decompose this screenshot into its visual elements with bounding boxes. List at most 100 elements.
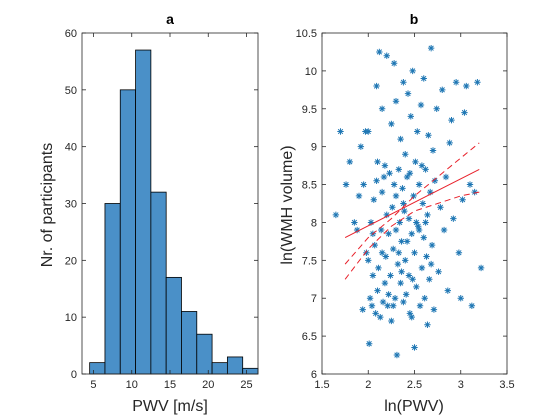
b-y-tick-label: 10	[305, 66, 317, 78]
scatter-panel: b 1.5 2 2.5 3 3.5 6 6.5 7 7.5 8 8.5 9 9.5 10 10.5 ln(P…	[279, 11, 515, 415]
scatter-point	[444, 287, 451, 294]
scatter-point	[370, 196, 377, 203]
a-x-tick-label: 25	[240, 379, 252, 391]
scatter-point	[405, 215, 413, 222]
scatter-point	[457, 295, 464, 302]
scatter-point	[407, 113, 414, 120]
scatter-point	[371, 241, 378, 249]
scatter-point	[452, 79, 460, 86]
scatter-point	[418, 162, 426, 169]
scatter-point	[408, 230, 415, 238]
scatter-point	[450, 215, 457, 222]
regression-line	[344, 168, 480, 239]
scatter-point	[409, 276, 416, 283]
scatter-point	[365, 128, 372, 135]
scatter-point	[422, 166, 429, 173]
a-y-tick-label: 40	[65, 142, 77, 154]
scatter-point	[332, 211, 340, 219]
scatter-point	[466, 181, 474, 188]
a-y-tick-label: 0	[71, 369, 77, 381]
scatter-point	[446, 139, 453, 147]
scatter-y-label: ln(WMH volume)	[279, 145, 296, 264]
scatter-point	[422, 219, 429, 226]
b-x-tick-label: 2	[365, 379, 371, 391]
scatter-point	[381, 279, 389, 287]
scatter-point	[405, 272, 413, 279]
scatter-point	[412, 158, 419, 166]
b-y-tick-label: 7.5	[302, 255, 317, 267]
scatter-point	[346, 158, 353, 166]
scatter-point	[448, 116, 455, 124]
scatter-point	[389, 204, 396, 211]
scatter-point	[395, 249, 402, 256]
scatter-point	[398, 268, 405, 275]
scatter-point	[437, 204, 444, 211]
scatter-point	[402, 291, 410, 298]
scatter-point	[395, 166, 402, 173]
scatter-point	[374, 158, 381, 166]
scatter-point	[385, 230, 392, 238]
b-y-tick-label: 8.5	[302, 180, 317, 192]
histogram-bar	[242, 367, 259, 375]
scatter-point	[365, 340, 373, 347]
scatter-point	[363, 249, 370, 256]
scatter-point	[406, 310, 414, 317]
scatter-point	[390, 245, 397, 253]
scatter-point	[427, 44, 435, 52]
scatter-point	[409, 67, 416, 75]
scatter-point	[369, 272, 377, 279]
histogram-bar	[119, 89, 136, 375]
scatter-point	[435, 268, 442, 275]
scatter-point	[396, 219, 403, 226]
scatter-point	[411, 344, 418, 351]
histogram-panel: a 5 10 15 20 25 0 10 20 30 40 50 60 PWV [m/s] Nr. o…	[39, 11, 259, 415]
scatter-point	[390, 181, 398, 188]
scatter-point	[384, 302, 391, 309]
scatter-point	[474, 79, 481, 86]
scatter-point	[390, 302, 397, 309]
scatter-point	[415, 181, 423, 188]
b-x-tick-label: 3.5	[499, 379, 514, 391]
panel-b-title: b	[410, 11, 419, 27]
scatter-point	[337, 128, 344, 135]
scatter-point	[383, 211, 390, 219]
regression-lines	[344, 142, 480, 280]
a-y-tick-label: 10	[65, 312, 77, 324]
scatter-point	[401, 207, 408, 215]
scatter-point	[477, 264, 485, 272]
b-y-tick-label: 8	[311, 217, 317, 229]
scatter-point	[418, 264, 426, 272]
histogram-bar	[226, 356, 244, 375]
scatter-point	[390, 60, 398, 67]
scatter-point	[399, 185, 406, 192]
scatter-point	[392, 226, 400, 234]
scatter-point	[425, 132, 432, 139]
scatter-point	[433, 105, 440, 112]
scatter-point	[429, 147, 437, 154]
histogram-bar	[89, 362, 106, 375]
a-y-tick-label: 60	[65, 28, 77, 40]
scatter-point	[378, 226, 385, 234]
scatter-point	[357, 143, 365, 150]
scatter-point	[417, 101, 425, 109]
scatter-point	[366, 295, 374, 302]
scatter-point	[400, 200, 407, 207]
scatter-point	[427, 260, 435, 268]
histogram-x-label: PWV [m/s]	[132, 398, 208, 415]
scatter-point	[398, 238, 405, 245]
a-y-tick-label: 20	[65, 255, 77, 267]
scatter-point	[419, 200, 427, 207]
histogram-bar	[165, 276, 182, 375]
scatter-point	[394, 260, 402, 268]
scatter-point	[377, 313, 384, 321]
scatter-point	[440, 226, 448, 234]
scatter-point	[376, 48, 383, 56]
scatter-point	[365, 257, 372, 264]
scatter-point	[392, 98, 400, 105]
scatter-point	[385, 291, 392, 298]
b-y-tick-label: 9.5	[302, 104, 317, 116]
scatter-point	[461, 109, 468, 116]
b-y-tick-label: 7	[311, 293, 317, 305]
scatter-point	[400, 298, 407, 306]
